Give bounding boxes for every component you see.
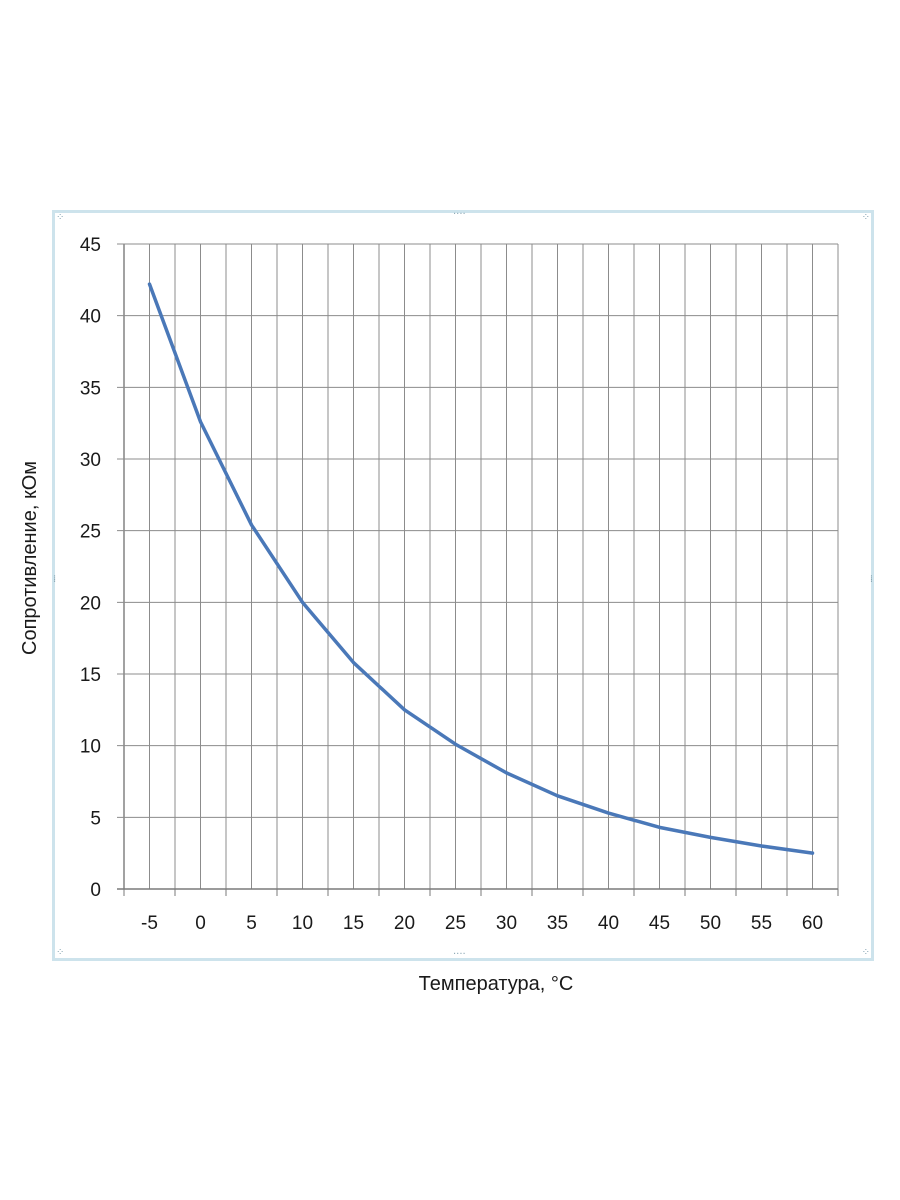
x-axis-title: Температура, °C	[419, 973, 574, 995]
data-point	[199, 420, 202, 424]
y-tick-label: 35	[80, 378, 101, 399]
data-point	[811, 851, 814, 855]
data-point	[148, 282, 151, 286]
resize-handle-bottom-left[interactable]: ⁘	[56, 947, 65, 958]
data-point	[403, 708, 406, 712]
data-point	[556, 794, 559, 798]
data-point	[658, 825, 661, 829]
x-tick-label: 0	[195, 913, 206, 934]
x-tick-label: 5	[246, 913, 257, 934]
data-point	[505, 771, 508, 775]
x-tick-label: 20	[394, 913, 415, 934]
y-tick-label: 25	[80, 522, 101, 543]
y-tick-label: 15	[80, 665, 101, 686]
data-point	[454, 742, 457, 746]
chart-frame: ⁘ ···· ⁘ ⁞ ⁞ ⁘ ···· ⁘	[52, 210, 874, 961]
y-axis-title: Сопротивление, кОм	[19, 461, 41, 655]
x-tick-label: 35	[547, 913, 568, 934]
x-tick-label: 30	[496, 913, 517, 934]
data-point	[250, 523, 253, 527]
y-tick-label: 10	[80, 737, 101, 758]
x-tick-label: 50	[700, 913, 721, 934]
series-layer	[147, 282, 815, 855]
x-tick-label: 40	[598, 913, 619, 934]
x-tick-label: 55	[751, 913, 772, 934]
y-tick-label: 40	[80, 307, 101, 328]
resize-handle-top[interactable]: ····	[453, 209, 466, 220]
y-tick-label: 45	[80, 235, 101, 256]
data-point	[301, 600, 304, 604]
resize-handle-top-left[interactable]: ⁘	[56, 212, 65, 223]
x-tick-label: 10	[292, 913, 313, 934]
series-line	[147, 282, 815, 855]
data-point	[352, 661, 355, 665]
x-tick-label: 25	[445, 913, 466, 934]
resize-handle-left[interactable]: ⁞	[53, 574, 57, 585]
x-tick-label: -5	[141, 913, 158, 934]
resize-handle-bottom-right[interactable]: ⁘	[861, 947, 870, 958]
tick-labels: 0 5 10 15 20 25 30 35 40 45 -5 0 5 10 15 20 25 30 35 40 45 50…	[80, 235, 823, 934]
data-point	[709, 835, 712, 839]
resize-handle-right[interactable]: ⁞	[869, 574, 873, 585]
y-tick-label: 20	[80, 593, 101, 614]
y-tick-label: 5	[90, 808, 101, 829]
resize-handle-bottom[interactable]: ····	[453, 949, 466, 960]
x-tick-label: 45	[649, 913, 670, 934]
x-tick-label: 60	[802, 913, 823, 934]
y-tick-label: 0	[90, 880, 101, 901]
x-tick-label: 15	[343, 913, 364, 934]
resize-handle-top-right[interactable]: ⁘	[861, 212, 870, 223]
y-tick-label: 30	[80, 450, 101, 471]
grid	[117, 243, 839, 896]
data-point	[760, 844, 763, 848]
data-point	[607, 811, 610, 815]
